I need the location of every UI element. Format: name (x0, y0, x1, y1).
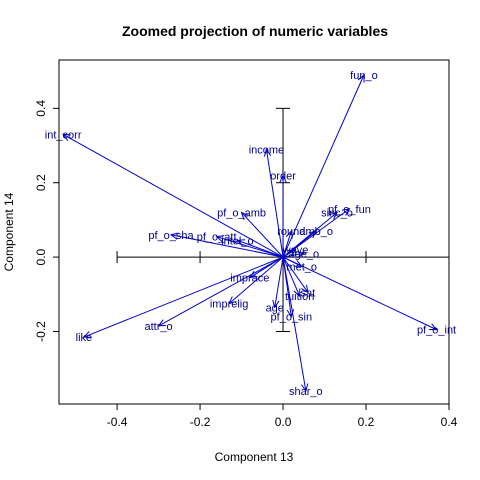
label-pf_o_sin: pf_o_sin (271, 312, 313, 324)
label-order: order (270, 170, 296, 182)
arrowhead-sat (301, 284, 309, 294)
variable-labels: fun_oint_corrincomeorderpf_o_funsinc_opf… (45, 70, 456, 398)
y-tick-label: 0.4 (34, 100, 48, 117)
label-pf_o_fun: pf_o_fun (328, 204, 371, 216)
arrowhead-order (279, 174, 287, 183)
label-intel_o: intel_o (221, 235, 253, 247)
arrow-age (274, 257, 284, 308)
label-amb_o: amb_o (299, 226, 333, 238)
arrowhead-intel_o (236, 239, 246, 247)
x-tick-label: -0.4 (107, 415, 128, 429)
x-tick-label: 0.0 (275, 415, 292, 429)
arrow-pf_o_sha (170, 234, 284, 258)
arrow-tuition (282, 256, 301, 297)
arrowhead-imprace (248, 270, 258, 279)
y-tick-label: 0.0 (34, 248, 48, 265)
arrow-income (265, 149, 284, 258)
x-axis-label: Component 13 (215, 450, 294, 464)
arrowhead-imprelig (228, 296, 237, 305)
label-round: round (277, 226, 305, 238)
arrowhead-pf_o_att (215, 235, 225, 243)
label-sinc_o: sinc_o (321, 207, 353, 219)
y-tick-label: 0.2 (34, 174, 48, 191)
arrowhead-tuition (293, 288, 301, 298)
label-pf_o_amb: pf_o_amb (217, 207, 266, 219)
arrowhead-pf_o_fun (341, 208, 351, 216)
arrowhead-pf_o_sha (169, 232, 179, 240)
arrow-pf_o_att (216, 236, 284, 258)
arrow-intel_o (237, 239, 284, 258)
arrowhead-int_corr (62, 133, 71, 141)
arrow-pf_o_amb (241, 212, 284, 258)
label-tuition: tuition (285, 291, 314, 303)
arrowhead-wave (287, 249, 297, 257)
variable-arrows (62, 73, 438, 393)
arrowhead-age_o (296, 250, 305, 259)
arrowhead-round (285, 229, 293, 239)
x-tick-label: 0.2 (358, 415, 375, 429)
label-pf_o_int: pf_o_int (417, 325, 456, 337)
y-axis: -0.2 0.0 0.2 0.4 (34, 100, 59, 342)
label-imprace: imprace (230, 273, 269, 285)
label-sat: sat (301, 287, 316, 299)
label-imprelig: imprelig (210, 299, 249, 311)
label-pf_o_sha: pf_o_sha (148, 230, 194, 242)
arrowhead-like (82, 331, 92, 338)
label-shar_o: shar_o (289, 386, 323, 398)
x-axis: -0.4 -0.2 0.0 0.2 0.4 (107, 404, 458, 429)
arrow-pf_o_int (282, 256, 437, 331)
label-like: like (76, 332, 93, 344)
x-tick-label: 0.4 (441, 415, 458, 429)
label-age_o: age_o (288, 248, 319, 260)
arrowhead-shar_o (301, 383, 309, 393)
arrow-int_corr (62, 133, 284, 258)
arrow-like (83, 256, 284, 338)
x-tick-label: -0.2 (190, 415, 211, 429)
chart-title: Zoomed projection of numeric variables (122, 23, 388, 39)
label-met_o: met_o (286, 261, 317, 273)
label-pf_o_att: pf_o_att (197, 232, 237, 244)
arrow-wave (282, 249, 296, 258)
label-income: income (249, 144, 284, 156)
arrow-round (282, 230, 292, 258)
arrow-shar_o (282, 257, 307, 392)
arrowhead-pf_o_amb (240, 211, 249, 220)
label-fun_o: fun_o (350, 70, 378, 82)
arrow-attr_o (158, 256, 284, 327)
arrow-age_o (282, 252, 304, 258)
arrow-sat (282, 256, 309, 293)
label-age: age (266, 302, 284, 314)
plot-frame (58, 59, 450, 405)
arrow-amb_o (282, 230, 317, 258)
arrowhead-amb_o (308, 230, 318, 239)
label-attr_o: attr_o (145, 321, 173, 333)
arrowhead-pf_o_int (428, 323, 438, 331)
arrowhead-fun_o (357, 73, 365, 83)
label-int_corr: int_corr (45, 129, 82, 141)
y-axis-label: Component 14 (2, 192, 16, 271)
arrow-imprelig (228, 256, 284, 304)
arrowhead-age (272, 299, 280, 309)
arrow-fun_o (282, 74, 365, 258)
arrowhead-income (263, 148, 272, 157)
arrowhead-attr_o (157, 319, 167, 327)
label-wave: wave (282, 245, 309, 257)
y-tick-label: -0.2 (34, 321, 48, 342)
arrowhead-sinc_o (329, 211, 338, 220)
